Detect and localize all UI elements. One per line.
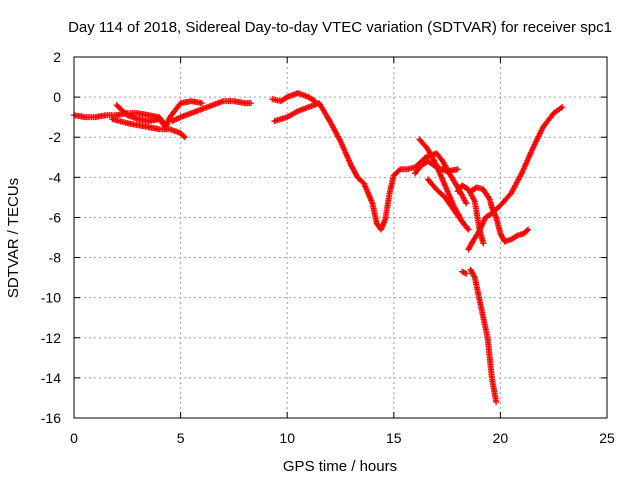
chart-title: Day 114 of 2018, Sidereal Day-to-day VTE… (68, 19, 612, 36)
data-point (471, 273, 478, 280)
x-tick-label: 0 (70, 430, 78, 446)
y-tick-label: -6 (49, 209, 62, 225)
y-tick-label: -14 (41, 370, 61, 386)
grid-lines (74, 57, 607, 418)
plot-frame (73, 56, 608, 419)
y-tick-label: -4 (49, 169, 62, 185)
data-point (493, 398, 500, 405)
series-arc-13 (467, 266, 500, 405)
x-tick-label: 15 (386, 430, 402, 446)
axis-ticks (73, 56, 608, 419)
y-tick-labels: 2 0 -2 -4 -6 -8 -10 -12 -14 -16 (41, 49, 61, 426)
data-point (480, 240, 487, 247)
y-axis-label: SDTVAR / TECUs (5, 178, 22, 298)
x-tick-label: 20 (493, 430, 509, 446)
x-tick-labels: 0 5 10 15 20 25 (70, 430, 615, 446)
x-axis-label: GPS time / hours (283, 458, 397, 475)
x-tick-label: 25 (599, 430, 615, 446)
data-point (524, 227, 531, 234)
series-arc-5 (269, 90, 318, 105)
series-arc-14 (465, 104, 566, 253)
data-marks (71, 90, 566, 405)
data-point (181, 134, 188, 141)
data-point (395, 167, 402, 174)
y-tick-label: 2 (53, 49, 61, 65)
y-tick-label: -16 (41, 410, 61, 426)
y-tick-label: -10 (41, 290, 61, 306)
series-arc-11 (467, 184, 532, 245)
series-arc-2 (109, 116, 188, 141)
data-point (559, 104, 566, 111)
series-arc-4 (169, 98, 254, 125)
data-point (310, 97, 317, 104)
data-point (513, 233, 520, 240)
y-tick-label: -2 (49, 129, 62, 145)
data-point (463, 200, 470, 207)
y-tick-label: -12 (41, 330, 61, 346)
x-tick-label: 5 (177, 430, 185, 446)
data-point (180, 133, 187, 140)
data-point (454, 166, 461, 173)
data-point (463, 270, 470, 277)
y-tick-label: -8 (49, 250, 62, 266)
data-point (465, 226, 472, 233)
data-point (198, 100, 205, 107)
data-point (464, 225, 471, 232)
data-point (461, 269, 468, 276)
data-point (460, 269, 467, 276)
x-tick-label: 10 (279, 430, 295, 446)
series-arc-9 (424, 176, 472, 233)
y-tick-label: 0 (53, 89, 61, 105)
data-point (525, 226, 532, 233)
series-arc-12 (459, 268, 470, 277)
data-point (247, 100, 254, 107)
